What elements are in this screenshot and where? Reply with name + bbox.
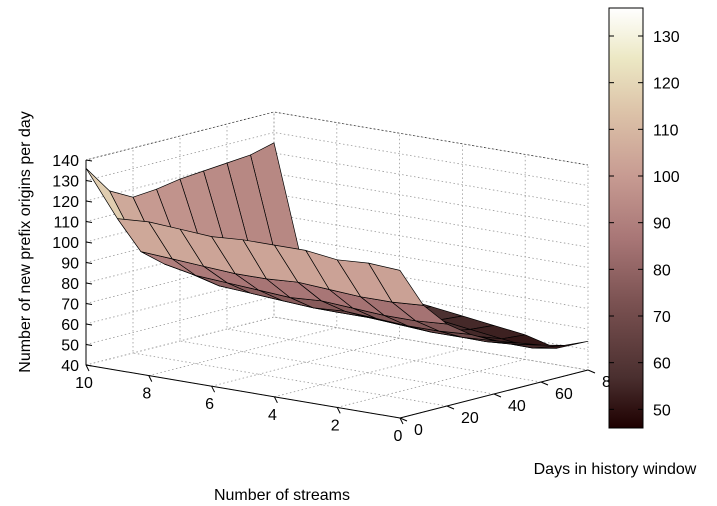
y-axis-label: Days in history window — [534, 461, 697, 478]
axis-ticks: 0246810020406080405060708090100110120130… — [52, 153, 620, 445]
x-tick-mark — [211, 385, 216, 393]
grid-line-value — [85, 316, 589, 371]
grid-line-value — [85, 275, 589, 330]
x-tick-label: 10 — [75, 375, 93, 392]
z-tick-label: 100 — [52, 235, 79, 252]
colorbar-tick-label: 110 — [653, 122, 679, 139]
z-tick-mark — [85, 159, 93, 162]
y-tick-label: 60 — [555, 386, 573, 403]
colorbar-tick-label: 130 — [653, 29, 680, 46]
z-tick-mark — [85, 262, 93, 264]
grid-line-stream — [148, 122, 338, 376]
z-tick-label: 120 — [52, 194, 79, 211]
grid-line-value — [85, 234, 589, 289]
z-tick-label: 110 — [53, 215, 79, 232]
y-tick-mark — [540, 381, 549, 386]
z-tick-mark — [85, 180, 93, 182]
grid-line-stream — [337, 154, 526, 408]
grid-line-value — [85, 296, 589, 350]
z-tick-mark — [85, 344, 93, 346]
z-tick-label: 90 — [61, 256, 79, 273]
z-tick-label: 70 — [61, 297, 79, 314]
x-tick-mark — [85, 364, 90, 372]
z-tick-mark — [85, 323, 93, 326]
z-tick-label: 130 — [52, 174, 79, 191]
y-tick-label: 40 — [508, 398, 526, 415]
x-tick-label: 0 — [394, 428, 403, 445]
x-tick-label: 2 — [331, 417, 340, 434]
colorbar-tick-label: 50 — [653, 402, 671, 419]
grid-line-value — [85, 255, 589, 309]
x-tick-mark — [399, 417, 404, 425]
z-tick-label: 80 — [61, 276, 79, 293]
colorbar-tick-label: 90 — [653, 216, 671, 233]
surface-patch — [368, 262, 424, 306]
z-tick-label: 50 — [61, 338, 79, 355]
z-axis-label: Number of new prefix origins per day — [17, 111, 34, 372]
z-tick-mark — [85, 241, 93, 244]
grid-line-stream — [211, 133, 401, 387]
x-tick-label: 6 — [205, 396, 214, 413]
grid-line-stream — [399, 165, 589, 419]
colorbar-tick-label: 60 — [653, 356, 671, 373]
grid-line-value — [85, 111, 589, 166]
z-tick-mark — [85, 364, 93, 367]
surface-mesh — [85, 142, 589, 349]
y-tick-mark — [446, 405, 455, 410]
y-tick-mark — [587, 369, 596, 374]
grid-line-value — [85, 132, 589, 186]
x-tick-mark — [148, 375, 153, 382]
colorbar-tick-label: 100 — [653, 169, 680, 186]
y-tick-mark — [493, 393, 502, 398]
y-tick-mark — [399, 417, 408, 422]
x-tick-label: 4 — [268, 407, 277, 424]
z-tick-mark — [85, 221, 93, 223]
x-tick-mark — [273, 396, 278, 404]
y-tick-label: 0 — [414, 422, 423, 439]
colorbar: 50 60 70 80 90 100 110 120 130 — [608, 7, 680, 429]
x-tick-label: 8 — [142, 386, 151, 403]
z-tick-mark — [85, 200, 93, 203]
z-tick-mark — [85, 303, 93, 305]
colorbar-tick-label: 120 — [653, 76, 680, 93]
z-tick-label: 60 — [61, 317, 79, 334]
x-tick-mark — [336, 407, 341, 414]
grid-line-stream — [274, 143, 463, 398]
x-axis-line — [85, 364, 401, 419]
colorbar-tick-label: 80 — [653, 262, 671, 279]
colorbar-tick-label: 70 — [653, 309, 671, 326]
colorbar-gradient — [608, 7, 644, 429]
y-tick-label: 20 — [461, 410, 479, 427]
z-tick-label: 140 — [52, 153, 79, 170]
z-tick-mark — [85, 282, 93, 285]
z-tick-label: 40 — [61, 358, 79, 375]
x-axis-label: Number of streams — [214, 487, 350, 504]
grid-line-value — [85, 152, 589, 207]
